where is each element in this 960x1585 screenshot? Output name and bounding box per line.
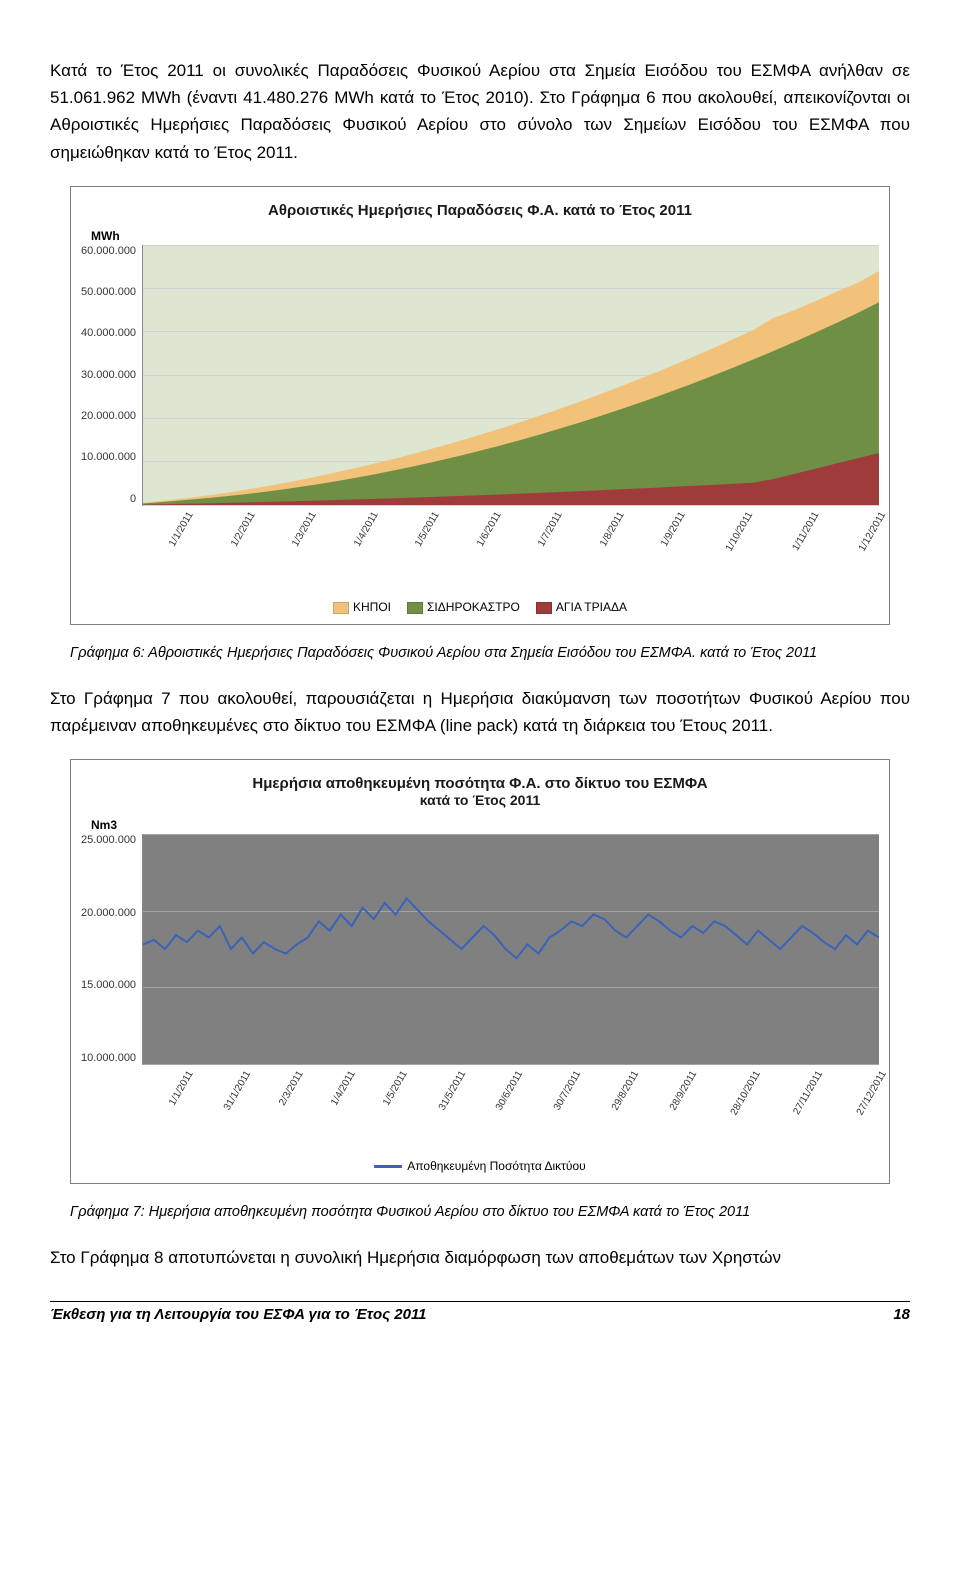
chart-6-plot-area: [142, 245, 879, 506]
chart-7-x-axis: 1/1/201131/1/20112/3/20111/4/20111/5/201…: [148, 1069, 879, 1114]
page-footer: Έκθεση για τη Λειτουργία του ΕΣΦΑ για το…: [50, 1301, 910, 1323]
chart-7-legend: Αποθηκευμένη Ποσότητα Δικτύου: [81, 1159, 879, 1173]
chart-6-legend: ΚΗΠΟΙΣΙΔΗΡΟΚΑΣΤΡΟΑΓΙΑ ΤΡΙΑΔΑ: [81, 600, 879, 614]
chart-6-svg: [143, 245, 879, 505]
paragraph-2: Στο Γράφημα 7 που ακολουθεί, παρουσιάζετ…: [50, 685, 910, 739]
chart-6-y-axis: 60.000.00050.000.00040.000.00030.000.000…: [81, 245, 142, 505]
chart-7-plot-area: [142, 834, 879, 1065]
chart-7-svg: [143, 834, 879, 1064]
paragraph-3: Στο Γράφημα 8 αποτυπώνεται η συνολική Ημ…: [50, 1244, 910, 1271]
chart-6-y-unit: MWh: [91, 229, 879, 243]
chart-6-frame: Αθροιστικές Ημερήσιες Παραδόσεις Φ.Α. κα…: [70, 186, 890, 625]
chart-6-caption: Γράφημα 6: Αθροιστικές Ημερήσιες Παραδόσ…: [70, 645, 890, 661]
chart-7-y-unit: Nm3: [91, 818, 879, 832]
intro-paragraph: Κατά το Έτος 2011 οι συνολικές Παραδόσει…: [50, 57, 910, 166]
chart-6-title: Αθροιστικές Ημερήσιες Παραδόσεις Φ.Α. κα…: [81, 202, 879, 219]
chart-7-caption: Γράφημα 7: Ημερήσια αποθηκευμένη ποσότητ…: [70, 1204, 890, 1220]
footer-page-number: 18: [893, 1306, 910, 1323]
chart-7-title-line1: Ημερήσια αποθηκευμένη ποσότητα Φ.Α. στο …: [81, 775, 879, 792]
chart-7-y-axis: 25.000.00020.000.00015.000.00010.000.000: [81, 834, 142, 1064]
chart-7-title-line2: κατά το Έτος 2011: [81, 792, 879, 808]
chart-7-frame: Ημερήσια αποθηκευμένη ποσότητα Φ.Α. στο …: [70, 759, 890, 1184]
chart-6-x-axis: 1/1/20111/2/20111/3/20111/4/20111/5/2011…: [148, 510, 879, 555]
footer-title: Έκθεση για τη Λειτουργία του ΕΣΦΑ για το…: [50, 1306, 427, 1323]
